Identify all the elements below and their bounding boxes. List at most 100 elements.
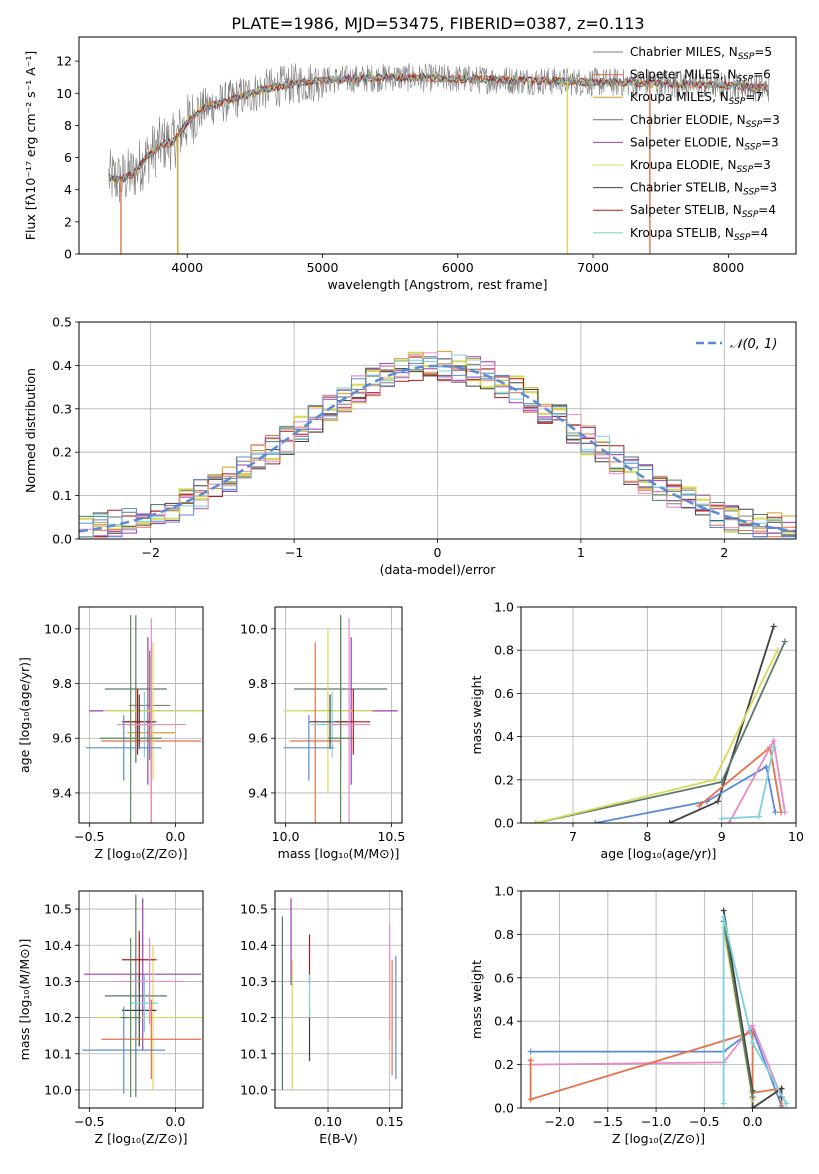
y-tick-label: 9.4 xyxy=(52,785,72,800)
x-tick-label: 2 xyxy=(720,545,728,560)
series-marker xyxy=(666,820,673,823)
x-tick-label: 10.0 xyxy=(272,829,300,844)
axes-frame xyxy=(274,606,403,824)
series-line xyxy=(530,1023,783,1098)
y-tick-label: 0.4 xyxy=(494,729,514,744)
series-marker xyxy=(726,820,733,823)
y-tick-label: 6 xyxy=(64,150,72,165)
legend-nssp-prefix: , N xyxy=(726,181,743,195)
legend-series-name: Salpeter STELIB xyxy=(630,203,725,217)
x-tick-label: −1 xyxy=(285,545,303,560)
chart-3: −0.5 0.0 9.4 9.6 9.8 10.0 Z [log₁₀(Z/Z⊙)] age [… xyxy=(17,606,204,861)
y-tick-label: 0.4 xyxy=(52,358,72,373)
axes-frame xyxy=(78,890,204,1109)
x-tick-label: 6000 xyxy=(442,260,474,275)
series-marker xyxy=(781,809,788,816)
y-axis-label: mass weight xyxy=(469,960,484,1039)
legend-nssp-prefix: , N xyxy=(717,226,734,240)
series-marker xyxy=(770,623,777,630)
series-marker xyxy=(527,1048,534,1055)
y-tick-label: 0.2 xyxy=(494,772,514,787)
x-tick-label: −1.5 xyxy=(593,1114,623,1129)
plot-area xyxy=(79,322,796,539)
y-tick-label: 0.0 xyxy=(494,816,514,831)
legend-entry: Salpeter STELIB, NSSP=4 xyxy=(630,203,776,220)
y-tick-label: 10.0 xyxy=(240,1082,268,1097)
axes-frame xyxy=(78,36,797,255)
legend-nssp-prefix: , N xyxy=(712,90,729,104)
axes-frame xyxy=(78,321,797,540)
chart-5: 7 8 9 10 0.0 0.2 0.4 0.6 0.8 1.0 age [log₁₀(age/yr… xyxy=(469,600,804,862)
legend-entry: Kroupa ELODIE, NSSP=3 xyxy=(630,158,771,175)
x-tick-label: −2.0 xyxy=(544,1114,574,1129)
series-marker xyxy=(770,744,777,751)
legend-entry: Kroupa STELIB, NSSP=4 xyxy=(630,226,768,243)
x-tick-label: 0.10 xyxy=(314,1114,342,1129)
y-axis-label: mass [log₁₀(M/M⊙)] xyxy=(17,939,32,1061)
series-marker xyxy=(527,1096,534,1103)
histogram-step xyxy=(79,357,796,538)
legend-series-name: Chabrier ELODIE xyxy=(630,113,729,127)
y-tick-label: 9.6 xyxy=(52,731,72,746)
series-marker xyxy=(749,1039,756,1046)
normal-curve xyxy=(79,364,796,533)
legend-nssp-value: =3 xyxy=(760,181,778,195)
legend-nssp-subscript: SSP xyxy=(737,75,754,85)
x-tick-label: −0.5 xyxy=(689,1114,719,1129)
x-axis-label: (data-model)/error xyxy=(380,562,497,577)
series-marker xyxy=(718,815,725,822)
series-marker xyxy=(592,820,599,823)
chart-4: 10.0 10.5 9.4 9.6 9.8 10.0 mass [log₁₀(M/M⊙)] xyxy=(240,606,405,861)
y-tick-label: 10.4 xyxy=(44,938,72,953)
legend-nssp-value: =4 xyxy=(750,226,768,240)
series-marker xyxy=(770,737,777,744)
chart-8: −2.0 −1.5 −1.0 −0.5 0.0 0.0 0.2 0.4 0.6 0.8 1.0 Z [… xyxy=(469,884,797,1146)
legend-nssp-subscript: SSP xyxy=(746,120,763,130)
y-tick-label: 2 xyxy=(64,214,72,229)
y-tick-label: 0.2 xyxy=(494,1057,514,1072)
legend-nssp-subscript: SSP xyxy=(743,188,760,198)
series-marker xyxy=(783,1100,790,1107)
x-tick-label: 7 xyxy=(569,829,577,844)
y-tick-label: 9.8 xyxy=(248,676,268,691)
x-tick-label: −0.5 xyxy=(74,1114,104,1129)
series-line xyxy=(722,916,788,1105)
y-tick-label: 1.0 xyxy=(494,884,514,899)
x-tick-label: −0.5 xyxy=(74,829,104,844)
series-marker xyxy=(527,1057,534,1064)
y-tick-label: 10.2 xyxy=(44,1010,72,1025)
y-tick-label: 10.5 xyxy=(44,902,72,917)
x-tick-label: 0.0 xyxy=(743,1114,763,1129)
spectrum-model-line xyxy=(108,72,769,183)
series-marker xyxy=(718,778,725,785)
y-tick-label: 10.0 xyxy=(44,621,72,636)
series-marker xyxy=(749,1022,756,1029)
legend-entry: Chabrier STELIB, NSSP=3 xyxy=(630,181,777,198)
chart-6: −0.5 0.0 10.0 10.1 10.2 10.3 10.4 10.5 Z [log₁₀(… xyxy=(17,890,204,1146)
legend-nssp-value: =3 xyxy=(761,135,779,149)
x-tick-label: −1.0 xyxy=(641,1114,671,1129)
series-marker xyxy=(714,798,721,805)
x-axis-label: Z [log₁₀(Z/Z⊙)] xyxy=(95,846,188,861)
legend-entry: Chabrier ELODIE, NSSP=3 xyxy=(630,113,780,130)
x-tick-label: 0.0 xyxy=(165,1114,185,1129)
x-tick-label: 10.5 xyxy=(377,829,405,844)
legend-series-name: Chabrier MILES xyxy=(630,45,721,59)
y-axis-label: Flux [fλ10⁻¹⁷ erg cm⁻² s⁻¹ A⁻¹] xyxy=(23,51,38,240)
y-tick-label: 0.2 xyxy=(52,445,72,460)
x-axis-label: Z [log₁₀(Z/Z⊙)] xyxy=(95,1131,188,1146)
x-tick-label: 0.15 xyxy=(376,1114,404,1129)
chart-7: 0.10 0.15 10.0 10.1 10.2 10.3 10.4 10.5 E(B-V) xyxy=(240,890,404,1146)
y-tick-label: 10.1 xyxy=(44,1046,72,1061)
y-tick-label: 0.5 xyxy=(52,315,72,330)
y-tick-label: 10.2 xyxy=(240,1010,268,1025)
series-marker xyxy=(778,1085,785,1092)
x-axis-label: age [log₁₀(age/yr)] xyxy=(601,846,717,861)
series-marker xyxy=(763,763,770,770)
y-tick-label: 9.4 xyxy=(248,785,268,800)
chart-2: −2 −1 0 1 2 0.0 0.1 0.2 0.3 0.4 0.5 (data-model)/er… xyxy=(23,315,797,577)
y-tick-label: 0.0 xyxy=(52,532,72,547)
legend-series-name: Salpeter MILES xyxy=(630,68,720,82)
plot-area xyxy=(521,607,796,823)
